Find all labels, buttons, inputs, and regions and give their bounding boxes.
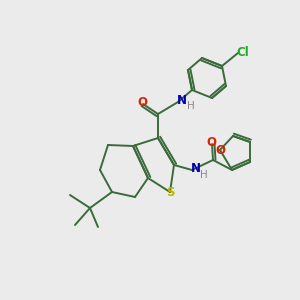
Text: O: O — [206, 136, 216, 149]
Text: O: O — [215, 143, 225, 157]
Text: H: H — [200, 170, 208, 180]
Text: N: N — [177, 94, 187, 106]
Text: N: N — [191, 163, 201, 176]
Text: O: O — [137, 95, 147, 109]
Text: S: S — [166, 187, 174, 200]
Text: Cl: Cl — [237, 46, 249, 59]
Text: H: H — [187, 101, 195, 111]
